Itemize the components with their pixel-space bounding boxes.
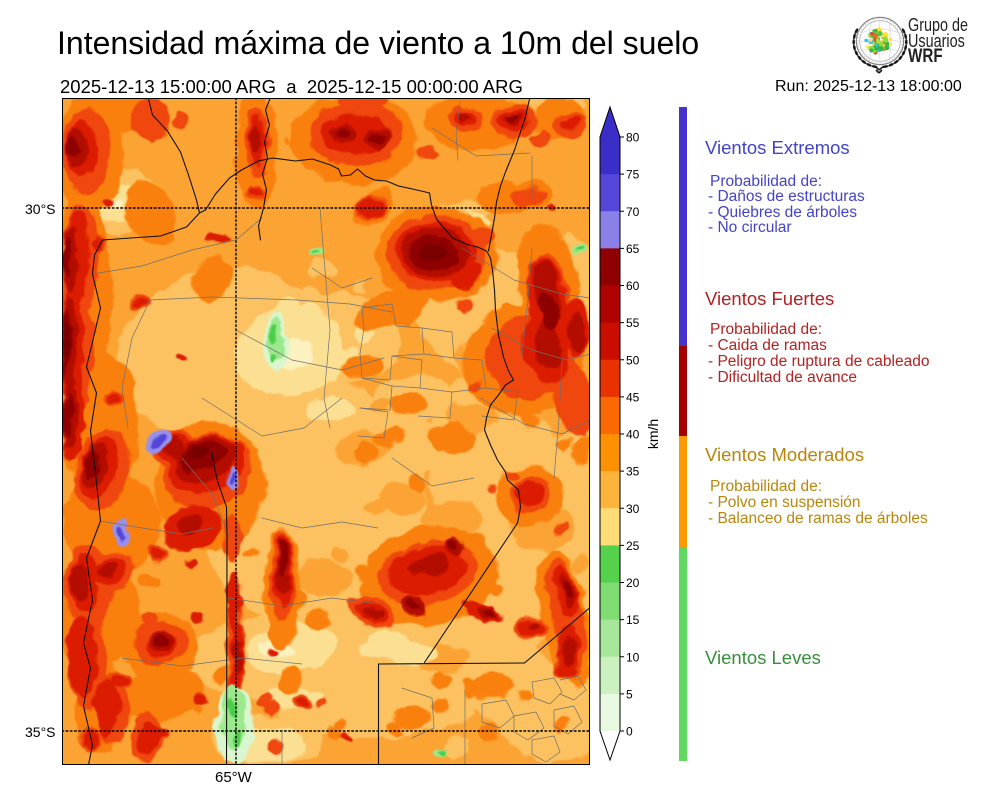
svg-text:40: 40 xyxy=(626,428,640,442)
svg-text:55: 55 xyxy=(626,316,640,330)
svg-text:15: 15 xyxy=(626,613,640,627)
svg-text:50: 50 xyxy=(626,353,640,367)
svg-text:45: 45 xyxy=(626,390,640,404)
svg-text:30: 30 xyxy=(626,502,640,516)
svg-text:35: 35 xyxy=(626,465,640,479)
svg-text:10: 10 xyxy=(626,650,640,664)
svg-text:80: 80 xyxy=(626,131,640,145)
svg-text:5: 5 xyxy=(626,687,633,701)
svg-text:60: 60 xyxy=(626,279,640,293)
svg-text:70: 70 xyxy=(626,205,640,219)
svg-text:25: 25 xyxy=(626,539,640,553)
svg-text:65: 65 xyxy=(626,242,640,256)
svg-text:75: 75 xyxy=(626,168,640,182)
svg-text:km/h: km/h xyxy=(645,419,661,449)
svg-text:0: 0 xyxy=(626,725,633,739)
svg-text:20: 20 xyxy=(626,576,640,590)
